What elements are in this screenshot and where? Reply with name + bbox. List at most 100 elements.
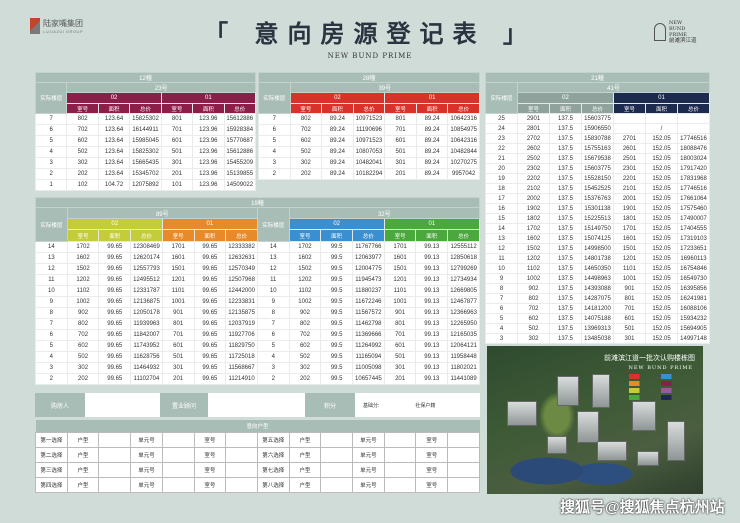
total-price: 11568667 — [225, 362, 258, 374]
side-label: 01 — [613, 92, 710, 104]
area: 137.5 — [549, 243, 582, 254]
unit-type-input[interactable] — [98, 446, 132, 463]
area: 99.65 — [98, 252, 132, 264]
room-input[interactable] — [225, 476, 258, 493]
building-unit-input[interactable] — [383, 446, 417, 463]
building-unit-input[interactable] — [383, 461, 417, 478]
score-input[interactable]: 基础分: 社保户籍 — [355, 393, 480, 417]
column-header: 面积 — [549, 103, 582, 114]
legend-swatch — [661, 381, 691, 386]
total-price: 15149750 — [581, 223, 614, 234]
unit-type-input[interactable] — [320, 431, 354, 448]
table-row: 2 202 89.24 10182294 201 89.24 9957042 — [258, 168, 480, 180]
intended-units-form: 意向户型 第一选择 户型 单元号 室号 第五选择 户型 单元号 室号 第二选择 户型 单元号 室号 第六选… — [35, 420, 480, 493]
total-price: 11628756 — [130, 351, 163, 363]
total-price: 18088476 — [677, 143, 710, 154]
table-row: 3 302 99.65 11464932 301 99.65 11568667 3 302 99.… — [35, 362, 480, 374]
total-price: 14393088 — [581, 283, 614, 294]
floor: 14 — [256, 241, 290, 253]
consultant-input[interactable] — [208, 393, 305, 417]
watermark: 搜狐号@搜狐焦点杭州站 — [560, 499, 725, 516]
area: 99.65 — [98, 318, 132, 330]
floor: 22 — [485, 143, 518, 154]
room-number: 1201 — [161, 274, 195, 286]
unit-type-input[interactable] — [98, 461, 132, 478]
table-row: 24 2801 137.5 15906550 / — [485, 123, 710, 134]
floor: 11 — [256, 274, 290, 286]
room-number: 101 — [160, 179, 194, 191]
area: 99.13 — [415, 373, 449, 385]
area: / — [645, 123, 678, 134]
total-price: 11927706 — [225, 329, 258, 341]
room-number: 901 — [161, 307, 195, 319]
building-unit-input[interactable] — [161, 476, 195, 493]
room-number: 701 — [613, 303, 646, 314]
unit-type-input[interactable] — [98, 431, 132, 448]
room-number: 2702 — [517, 133, 550, 144]
buyer-input[interactable] — [85, 393, 160, 417]
room-input[interactable] — [447, 476, 480, 493]
total-price: 13485038 — [581, 333, 614, 344]
room-input[interactable] — [225, 461, 258, 478]
building-unit-input[interactable] — [383, 431, 417, 448]
room-input[interactable] — [447, 461, 480, 478]
table-row: 14 1702 137.5 15149750 1701 152.05 17404555 — [485, 223, 710, 234]
area: 99.65 — [193, 274, 227, 286]
side-label: 02 — [66, 218, 163, 230]
room-number: 1702 — [66, 241, 100, 253]
total-price: 16241981 — [677, 293, 710, 304]
area: 123.64 — [97, 135, 131, 147]
total-price: 15694905 — [677, 323, 710, 334]
building-unit-input[interactable] — [383, 476, 417, 493]
area: 89.24 — [321, 135, 354, 147]
building-unit-input[interactable] — [161, 461, 195, 478]
total-price: 14075188 — [581, 313, 614, 324]
table-row: 4 502 137.5 13969313 501 152.05 15694905 — [485, 323, 710, 334]
table-row: 15 1802 137.5 15225513 1801 152.05 17490007 — [485, 213, 710, 224]
room-number: 1902 — [517, 203, 550, 214]
total-price: 11165094 — [352, 351, 385, 363]
building-unit-label: 单元号 — [352, 446, 385, 463]
area: 89.24 — [321, 146, 354, 158]
unit-type-input[interactable] — [320, 476, 354, 493]
total-price: 15452525 — [581, 183, 614, 194]
unit-type-label: 户型 — [288, 461, 322, 478]
room-input[interactable] — [225, 446, 258, 463]
table-row: 10 1102 137.5 14650350 1101 152.05 16754846 — [485, 263, 710, 274]
total-price: 12570349 — [225, 263, 258, 275]
unit-type-input[interactable] — [98, 476, 132, 493]
room-number: 1101 — [383, 285, 417, 297]
total-price: 15301138 — [581, 203, 614, 214]
new-bund-prime-logo: NEW BUND PRIME 前滩滨江道 — [654, 20, 697, 44]
room-number: 202 — [288, 373, 322, 385]
choice-row: 第四选择 户型 单元号 室号 第八选择 户型 单元号 室号 — [35, 476, 480, 493]
room-number: 902 — [288, 307, 322, 319]
total-price: 11725018 — [225, 351, 258, 363]
area: 99.65 — [193, 362, 227, 374]
area: 123.96 — [192, 113, 225, 125]
room-input[interactable] — [447, 431, 480, 448]
room-input[interactable] — [447, 446, 480, 463]
area: 137.5 — [549, 153, 582, 164]
area: 99.13 — [415, 241, 449, 253]
total-price: 10482041 — [352, 157, 386, 169]
building-unit-input[interactable] — [161, 446, 195, 463]
unit-type-input[interactable] — [320, 446, 354, 463]
total-price: 15825302 — [129, 146, 162, 158]
choice-label: 第三选择 — [35, 461, 68, 478]
side-label: 01 — [384, 92, 480, 104]
unit-number: 41号 — [517, 82, 710, 93]
room-input[interactable] — [225, 431, 258, 448]
unit-type-input[interactable] — [320, 461, 354, 478]
total-price: 11369666 — [352, 329, 385, 341]
floor: 5 — [35, 340, 68, 352]
total-price: 12050178 — [130, 307, 163, 319]
room-number: 1102 — [517, 263, 550, 274]
room-number: 702 — [288, 329, 322, 341]
column-header: 总价 — [352, 103, 386, 114]
total-price: 10971523 — [352, 113, 386, 125]
room-number: 302 — [288, 362, 322, 374]
room-number: 1601 — [613, 233, 646, 244]
building-unit-input[interactable] — [161, 431, 195, 448]
room-number: 601 — [160, 135, 194, 147]
